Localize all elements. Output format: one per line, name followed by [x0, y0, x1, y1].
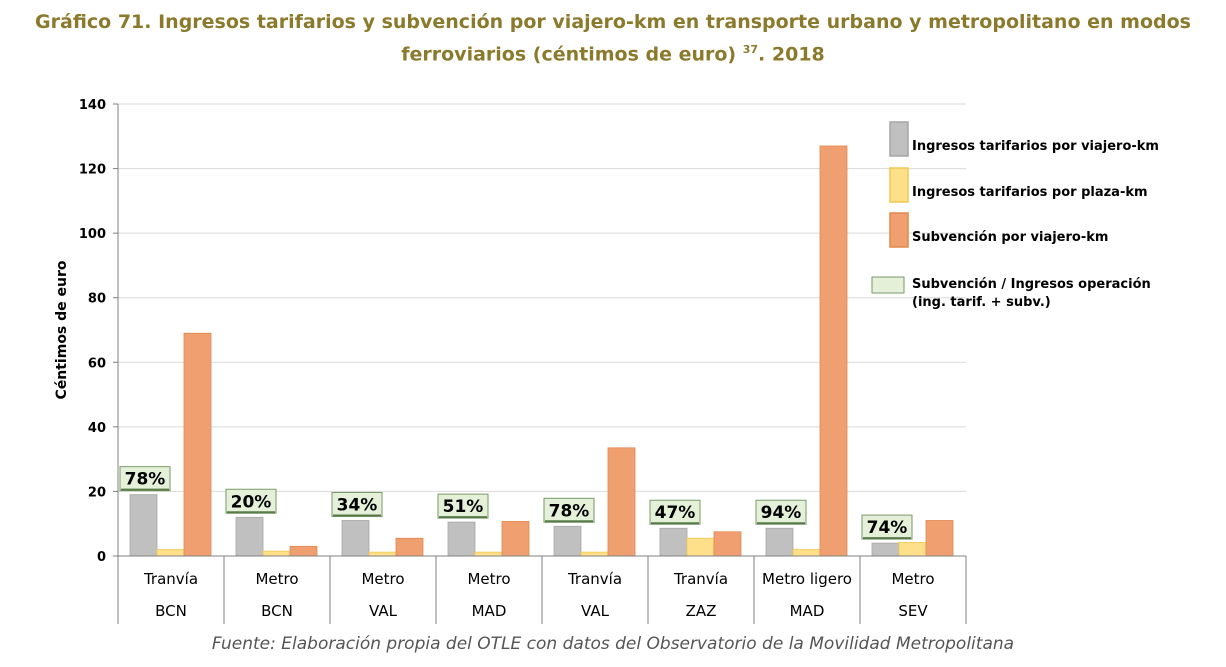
- bar-ingresos-viajero: [447, 521, 476, 557]
- x-tick-label-mode: Metro: [255, 570, 298, 588]
- ratio-label-box: [119, 466, 171, 492]
- title-footnote: 37: [742, 43, 759, 56]
- bar-ingresos-viajero: [129, 494, 158, 557]
- bar-subvencion: [501, 521, 530, 557]
- axes: 0 20 40 60 80 100 120 140 Céntimos de euro Tranví…: [54, 98, 967, 624]
- x-tick-label-mode: Tranvía: [567, 570, 622, 588]
- x-tick-label-city: MAD: [472, 602, 507, 620]
- x-tick-label-city: MAD: [790, 602, 825, 620]
- bar-ingresos-viajero: [553, 525, 582, 557]
- ratio-label: 94%: [761, 503, 802, 523]
- bar-subvencion: [607, 447, 636, 557]
- ratio-label-box: [331, 491, 383, 517]
- bar-ingresos-viajero: [659, 527, 688, 557]
- y-tick-label: 40: [88, 421, 106, 436]
- bar-ingresos-plaza: [156, 549, 185, 557]
- ratio-label-box: [437, 493, 489, 519]
- bar-ingresos-plaza: [792, 549, 821, 557]
- y-tick-label: 120: [79, 163, 106, 178]
- ratio-label: 74%: [867, 518, 908, 538]
- legend: Ingresos tarifarios por viajero-km Ingres…: [871, 121, 1159, 310]
- bar-ingresos-viajero: [341, 520, 370, 557]
- bar-ingresos-plaza: [368, 551, 397, 557]
- ratio-label: 78%: [125, 470, 166, 490]
- y-tick-label: 60: [88, 356, 106, 371]
- ratio-label: 51%: [443, 497, 484, 517]
- bar-subvencion: [289, 545, 318, 557]
- ratio-label: 34%: [337, 495, 378, 515]
- bar-ingresos-viajero: [235, 516, 264, 557]
- x-tick-label-mode: Tranvía: [143, 570, 198, 588]
- legend-label: Subvención por viajero-km: [912, 230, 1108, 245]
- bar-ingresos-plaza: [580, 551, 609, 557]
- y-tick-label: 0: [97, 550, 106, 565]
- y-tick-label: 20: [88, 485, 106, 500]
- title-year: . 2018: [758, 43, 825, 66]
- bar-subvencion: [713, 531, 742, 557]
- chart-title-line-1: Gráfico 71. Ingresos tarifarios y subven…: [35, 11, 1191, 33]
- chart-title-line-2: ferroviarios (céntimos de euro) 37. 2018: [0, 36, 1226, 68]
- x-tick-label-city: SEV: [898, 602, 928, 620]
- bar-ingresos-plaza: [686, 537, 715, 557]
- y-tick-label: 100: [79, 227, 106, 242]
- bar-subvencion: [819, 145, 848, 557]
- legend-label: Ingresos tarifarios por viajero-km: [912, 139, 1159, 154]
- bar-chart: 78% 20% 34% 51% 78% 47% 94% 74% 0 20 40 60 80 100 120…: [54, 98, 1159, 624]
- legend-swatch-ratio: [871, 276, 905, 294]
- legend-label: Ingresos tarifarios por plaza-km: [912, 185, 1148, 200]
- source-note: Fuente: Elaboración propia del OTLE con …: [211, 634, 1015, 654]
- bar-subvencion: [395, 537, 424, 557]
- ratio-label: 78%: [549, 501, 590, 521]
- ratio-label: 20%: [231, 492, 272, 512]
- x-tick-label-city: BCN: [155, 602, 187, 620]
- ratio-label: 47%: [655, 503, 696, 523]
- bar-ingresos-plaza: [262, 550, 291, 557]
- x-tick-label-city: BCN: [261, 602, 293, 620]
- x-tick-label-city: ZAZ: [686, 602, 717, 620]
- ratio-label-box: [861, 514, 913, 540]
- y-axis-title: Céntimos de euro: [54, 260, 70, 399]
- x-tick-label-mode: Metro ligero: [762, 570, 852, 588]
- y-tick-label: 80: [88, 292, 106, 307]
- bar-ingresos-plaza: [898, 542, 927, 557]
- bars: 78% 20% 34% 51% 78% 47% 94% 74%: [119, 145, 954, 557]
- chart-title: Gráfico 71. Ingresos tarifarios y subven…: [0, 8, 1226, 68]
- x-tick-label-mode: Tranvía: [673, 570, 728, 588]
- ratio-label-box: [543, 497, 595, 523]
- x-tick-label-city: VAL: [581, 602, 610, 620]
- y-tick-label: 140: [79, 98, 106, 113]
- legend-label-ratio-line-1: Subvención / Ingresos operación: [912, 277, 1151, 292]
- x-tick-label-mode: Metro: [467, 570, 510, 588]
- bar-subvencion: [925, 520, 954, 557]
- bar-ingresos-viajero: [765, 527, 794, 557]
- bar-subvencion: [183, 332, 212, 557]
- legend-label-ratio-line-2: (ing. tarif. + subv.): [912, 295, 1051, 310]
- legend-swatch-3: [889, 212, 909, 248]
- title-line-2-text: ferroviarios (céntimos de euro): [401, 43, 743, 66]
- legend-swatch-2: [889, 167, 909, 203]
- ratio-label-box: [755, 499, 807, 525]
- legend-swatch-1: [889, 121, 909, 157]
- bar-ingresos-viajero: [871, 542, 900, 557]
- x-tick-label-city: VAL: [369, 602, 398, 620]
- x-tick-label-mode: Metro: [361, 570, 404, 588]
- bar-ingresos-plaza: [474, 551, 503, 557]
- x-tick-label-mode: Metro: [891, 570, 934, 588]
